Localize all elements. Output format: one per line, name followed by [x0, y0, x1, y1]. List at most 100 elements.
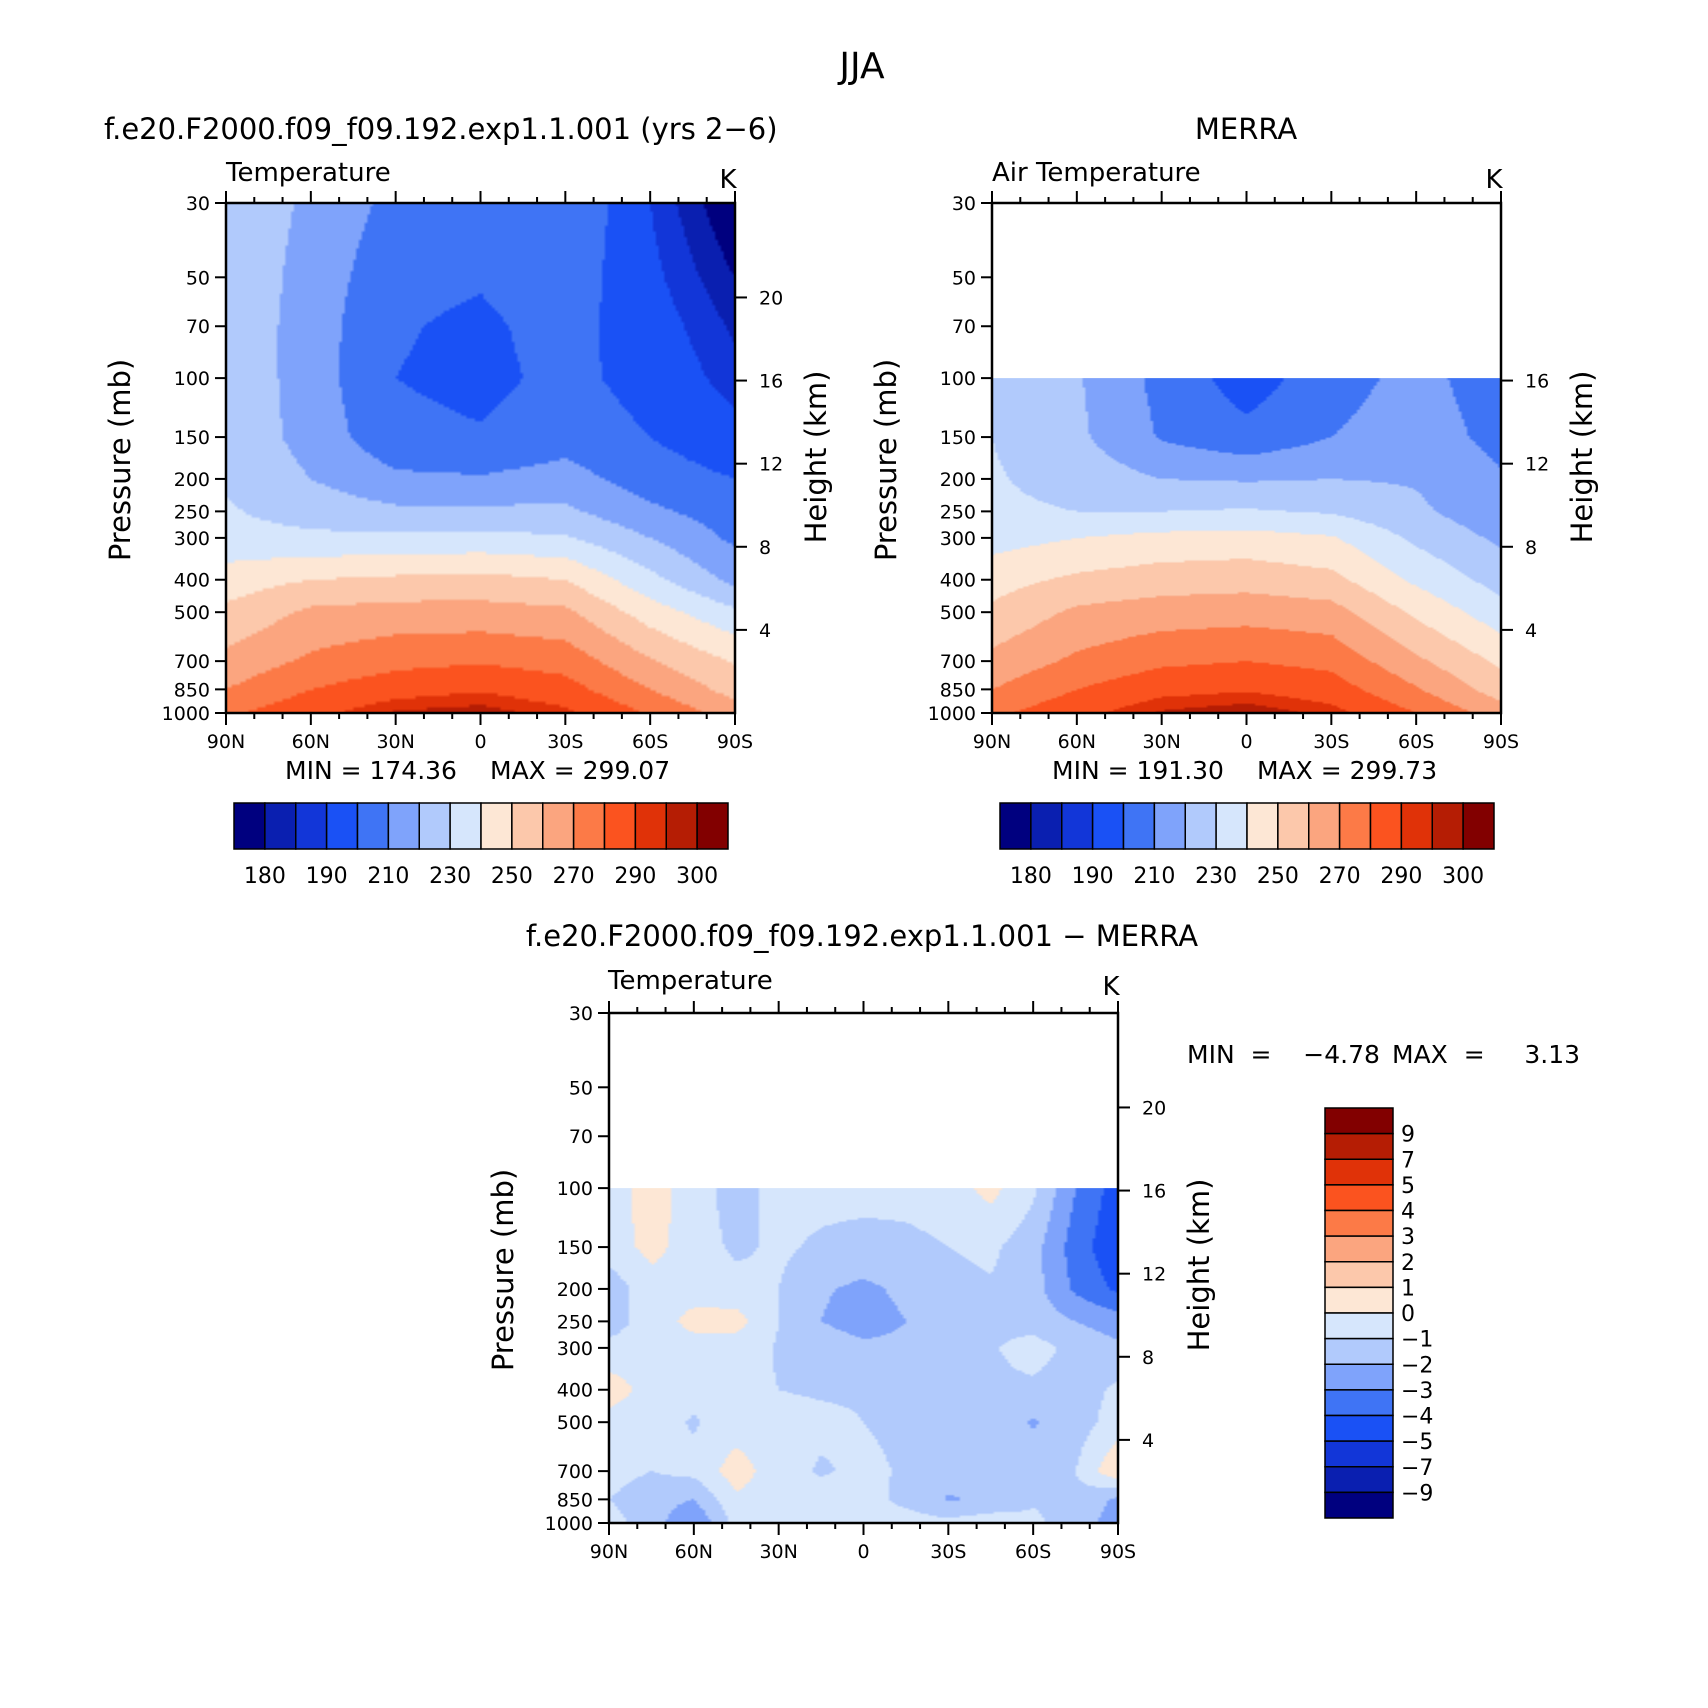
- plot-area: 3050701001502002503004005007008501000481…: [545, 1001, 1166, 1563]
- height-tick-label: 20: [759, 287, 783, 309]
- y-tick-label: 400: [940, 570, 976, 592]
- max-value: MAX = 299.07: [490, 756, 670, 785]
- y-tick-label: 250: [940, 501, 976, 523]
- y-tick-label: 50: [569, 1077, 593, 1099]
- contour-field: [226, 203, 735, 713]
- height-tick-label: 12: [759, 454, 783, 476]
- y-tick-label: 300: [174, 528, 210, 550]
- colorbar: 180 190 210 230 250 270 290 300: [233, 802, 729, 889]
- colorbar-box: [542, 802, 575, 850]
- colorbar-box: [1324, 1132, 1394, 1160]
- colorbar-box: [1324, 1466, 1394, 1494]
- colorbar-box: [418, 802, 451, 850]
- colorbar: 180 190 210 230 250 270 290 300: [999, 802, 1495, 889]
- colorbar-box: [1030, 802, 1063, 850]
- colorbar-box: [1061, 802, 1094, 850]
- y-tick-label: 100: [940, 368, 976, 390]
- x-tick-label: 30N: [376, 731, 414, 753]
- y-tick-label: 400: [174, 570, 210, 592]
- y-axis-right-title: Height (km): [1182, 1179, 1216, 1352]
- x-tick-label: 60S: [1015, 1541, 1051, 1563]
- colorbar-box: [1091, 802, 1125, 850]
- colorbar-box: [1324, 1158, 1394, 1186]
- colorbar-box: [696, 802, 729, 850]
- colorbar-box: [1324, 1414, 1394, 1442]
- height-tick-label: 12: [1142, 1264, 1166, 1286]
- y-tick-label: 70: [952, 316, 976, 338]
- y-axis-right-title: Height (km): [1565, 371, 1599, 544]
- height-tick-label: 4: [1525, 620, 1537, 642]
- colorbar-label: 230: [1195, 864, 1237, 889]
- colorbar-box: [1324, 1389, 1394, 1417]
- x-tick-label: 90S: [1100, 1541, 1136, 1563]
- colorbar-box: [1324, 1491, 1394, 1519]
- x-tick-label: 90N: [207, 731, 245, 753]
- x-tick-label: 60N: [1058, 731, 1096, 753]
- colorbar-label: 1: [1401, 1276, 1415, 1301]
- max-value: MAX = 3.13: [1392, 1040, 1580, 1069]
- y-tick-label: 200: [557, 1279, 593, 1301]
- colorbar-box: [999, 802, 1032, 850]
- y-tick-label: 200: [940, 469, 976, 491]
- panel-merra: MERRA Air Temperature K 30 50 70 100 150 200 2…: [869, 112, 1599, 889]
- colorbar-box: [1324, 1107, 1394, 1135]
- colorbar-box: [1122, 802, 1156, 850]
- y-tick-label: 30: [569, 1003, 593, 1025]
- colorbar-box: [1153, 802, 1186, 850]
- colorbar-label: 290: [1380, 864, 1422, 889]
- colorbar-box: [1324, 1261, 1394, 1289]
- y-axis-right-title: Height (km): [799, 371, 833, 544]
- y-axis-title: Pressure (mb): [869, 359, 903, 561]
- x-tick-label: 90N: [590, 1541, 628, 1563]
- x-tick-label: 60N: [675, 1541, 713, 1563]
- panel-title: MERRA: [1195, 112, 1297, 146]
- colorbar-label: 250: [491, 864, 533, 889]
- figure-title: JJA: [837, 46, 885, 87]
- colorbar-label: 300: [676, 864, 718, 889]
- x-tick-label: 30S: [547, 731, 583, 753]
- height-tick-label: 4: [1142, 1430, 1154, 1452]
- x-tick-label: 90S: [717, 731, 753, 753]
- y-tick-label: 500: [940, 602, 976, 624]
- plot-area: 3050701001502002503004005007008501000481…: [928, 191, 1549, 753]
- colorbar-label: 190: [306, 864, 348, 889]
- colorbar-box: [233, 802, 266, 850]
- colorbar-label: 180: [244, 864, 286, 889]
- colorbar-box: [264, 802, 297, 850]
- y-tick-label: 300: [940, 528, 976, 550]
- colorbar-box: [572, 802, 606, 850]
- min-value: MIN = −4.78: [1187, 1040, 1380, 1069]
- height-tick-label: 8: [1142, 1347, 1154, 1369]
- x-tick-label: 90N: [973, 731, 1011, 753]
- colorbar-label: 3: [1401, 1225, 1415, 1250]
- colorbar-label: 190: [1072, 864, 1114, 889]
- y-tick-label: 100: [557, 1178, 593, 1200]
- x-tick-label: 30N: [1142, 731, 1180, 753]
- y-tick-label: 200: [174, 469, 210, 491]
- colorbar-label: 7: [1401, 1148, 1415, 1173]
- y-tick-label: 250: [174, 501, 210, 523]
- x-tick-label: 30S: [1313, 731, 1349, 753]
- variable-label: Air Temperature: [992, 158, 1201, 188]
- height-tick-label: 16: [1525, 371, 1549, 393]
- x-tick-label: 90S: [1483, 731, 1519, 753]
- y-tick-label: 500: [174, 602, 210, 624]
- colorbar-label: −7: [1401, 1456, 1433, 1481]
- colorbar-label: 4: [1401, 1200, 1415, 1225]
- y-tick-label: 70: [569, 1126, 593, 1148]
- colorbar-label: 5: [1401, 1174, 1415, 1199]
- height-tick-label: 8: [759, 537, 771, 559]
- y-tick-label: 50: [952, 267, 976, 289]
- height-tick-label: 16: [759, 371, 783, 393]
- y-tick-label: 700: [940, 651, 976, 673]
- y-tick-label: 850: [174, 679, 210, 701]
- panel-title: f.e20.F2000.f09_f09.192.exp1.1.001 − MER…: [526, 919, 1198, 953]
- x-tick-label: 0: [474, 731, 486, 753]
- y-tick-label: 250: [557, 1311, 593, 1333]
- colorbar-label: 2: [1401, 1251, 1415, 1276]
- colorbar-box: [1324, 1235, 1394, 1263]
- y-tick-label: 150: [557, 1237, 593, 1259]
- colorbar-box: [634, 802, 667, 850]
- colorbar-box: [1324, 1440, 1394, 1468]
